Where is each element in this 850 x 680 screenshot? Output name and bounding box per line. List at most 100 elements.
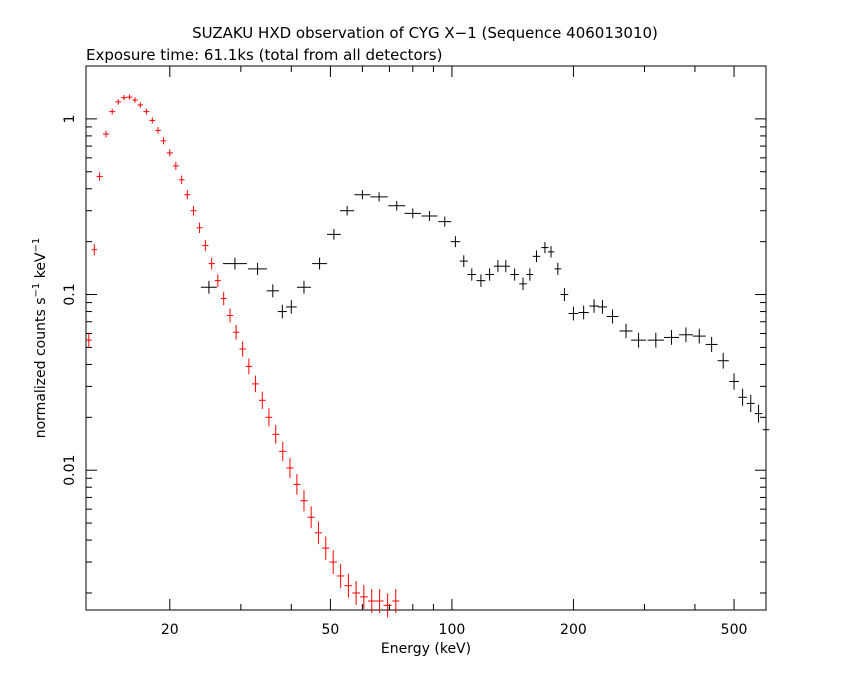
data-point [606,309,619,324]
y-axis-label: normalized counts s−1 keV−1 [31,238,49,439]
data-point [336,563,345,588]
data-point [208,257,215,270]
data-point [121,95,127,101]
data-point [541,241,549,254]
data-point [554,262,562,275]
data-point [404,208,421,219]
data-point [383,593,392,618]
y-tick-label: 1 [62,114,78,123]
data-point [717,352,729,369]
chart-title: SUZAKU HXD observation of CYG X−1 (Seque… [192,24,658,42]
data-point [692,328,706,344]
x-axis-label: Energy (keV) [381,641,471,657]
data-point [510,268,519,281]
data-point [493,260,502,273]
data-point [102,130,110,138]
data-point [619,323,633,339]
plot-frame [85,65,767,611]
data-point [312,257,328,270]
data-point [663,330,680,345]
y-tick-label: 0.01 [62,455,78,486]
series-group [85,94,400,618]
data-point [300,490,308,512]
data-point [370,192,388,202]
data-point [678,327,693,343]
data-series [85,94,770,618]
data-point [160,137,167,145]
data-point [307,506,315,529]
data-point [115,99,122,105]
data-point [705,336,718,352]
data-point [166,149,173,157]
data-point [137,102,144,108]
data-point [279,441,287,462]
data-point [352,580,360,605]
data-point [560,287,569,302]
data-point [239,341,246,357]
data-point [597,300,608,314]
data-point [172,161,179,170]
data-point [647,332,665,348]
data-point [329,550,337,574]
data-point [200,280,217,294]
data-point [226,308,234,323]
data-point [375,589,384,614]
data-point [232,324,240,340]
data-point [467,268,477,281]
data-point [421,211,438,221]
data-point [109,108,116,115]
data-point [277,304,287,319]
data-point [501,260,510,273]
data-point [178,175,185,185]
y-tick-label: 0.1 [62,283,78,305]
data-point [143,108,150,115]
data-point [547,246,555,258]
data-point [631,332,646,348]
series-group [200,190,770,439]
x-tick-label: 20 [161,622,179,638]
data-point [485,268,494,281]
data-point [314,521,323,545]
data-point [293,474,301,495]
data-point [746,394,755,413]
x-tick-label: 100 [439,622,466,638]
data-point [285,300,297,314]
data-point [754,404,763,423]
data-point [450,236,461,248]
data-point [738,388,747,406]
data-point [729,373,739,390]
data-point [202,239,209,252]
y-axis: 0.01 0.1 1 [62,114,766,594]
data-point [344,573,353,598]
x-tick-label: 200 [560,622,587,638]
x-axis: 20 50 100 200 500 [161,66,748,638]
data-point [155,127,161,134]
x-tick-label: 50 [322,622,340,638]
data-point [222,257,247,270]
data-point [132,97,138,103]
data-point [438,216,452,227]
data-point [589,299,599,313]
data-point [149,117,156,124]
data-point [196,222,203,233]
data-point [578,305,589,320]
data-point [519,277,527,291]
data-point [459,255,468,267]
data-point [339,205,355,216]
data-point [248,262,268,275]
data-point [266,284,280,298]
data-point [354,190,371,200]
data-point [91,244,97,256]
data-point [272,425,280,444]
data-point [526,268,534,281]
data-point [322,536,330,560]
data-point [392,589,400,614]
x-tick-label: 500 [721,622,748,638]
data-point [532,250,541,263]
data-point [367,589,376,614]
data-point [326,229,341,240]
data-point [762,420,770,439]
data-point [96,172,103,181]
data-point [190,205,197,216]
